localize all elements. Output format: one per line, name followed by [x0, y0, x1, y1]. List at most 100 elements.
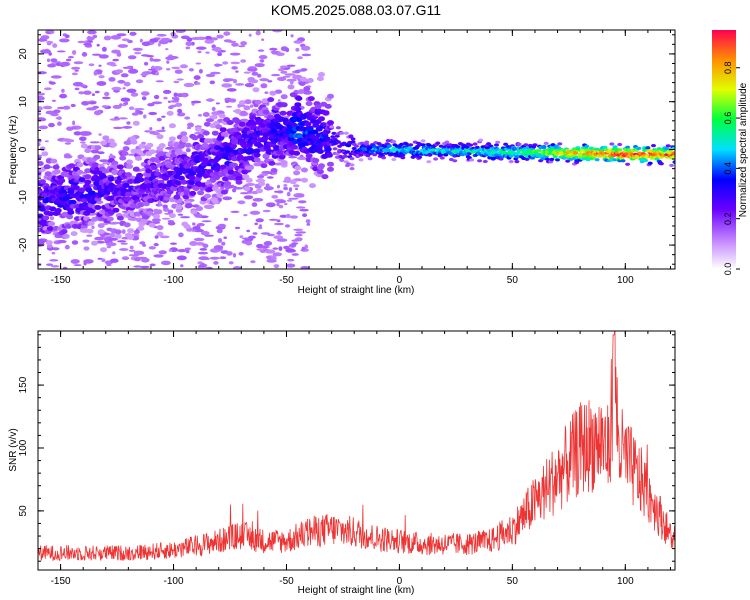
spectrogram-cell: [331, 131, 337, 135]
spectrogram-cell: [443, 153, 449, 157]
spectrogram-cell: [38, 106, 43, 111]
spectrogram-cell: [71, 240, 79, 245]
spectrogram-cell: [229, 98, 237, 103]
spectrogram-cell: [254, 222, 258, 226]
spectrogram-cell: [118, 117, 128, 120]
spectrogram-cell: [142, 243, 147, 247]
spectrogram-cell: [139, 38, 143, 43]
spectrogram-cell: [62, 233, 70, 239]
spectrogram-cell: [324, 103, 332, 109]
spectrogram-cell: [189, 241, 198, 246]
colorbar-tick-label: 0.2: [723, 212, 733, 225]
spectrogram-cell: [327, 120, 334, 126]
spectrogram-cell: [59, 93, 68, 99]
spectrogram-cell: [243, 195, 254, 200]
spectrogram-cell: [420, 143, 426, 147]
spectrogram-cell: [55, 62, 61, 67]
spectrogram-cell: [84, 179, 92, 185]
spectrogram-cell: [119, 155, 127, 161]
spectrogram-cell: [178, 232, 184, 238]
spectrogram-cell: [160, 37, 171, 42]
spectrogram-cell: [275, 199, 287, 204]
spectrogram-cell: [46, 211, 54, 217]
spectrogram-cell: [144, 61, 149, 66]
spectrogram-cell: [129, 245, 134, 250]
spectrogram-cell: [156, 225, 164, 231]
spectrogram-cell: [250, 260, 256, 264]
spectrogram-cell: [76, 169, 84, 175]
spectrogram-cell: [83, 246, 90, 251]
spectrogram-cell: [268, 160, 276, 166]
spectrogram-cell: [267, 114, 275, 120]
spectrogram-cell: [38, 38, 48, 42]
spectrogram-cell: [285, 263, 296, 268]
spectrogram-cell: [665, 144, 671, 148]
spectrogram-cell: [575, 147, 581, 151]
spectrogram-cell: [288, 156, 298, 159]
spectrogram-cell: [332, 147, 338, 151]
spectrogram-cell: [263, 186, 274, 191]
spectrogram-cell: [51, 247, 60, 251]
spectrogram-cell: [73, 61, 84, 65]
spectrogram-cell: [116, 240, 127, 243]
spectrogram-cell: [74, 87, 80, 91]
spectrogram-cell: [61, 88, 65, 93]
spectrogram-cell: [48, 122, 55, 128]
spectrogram-cell: [168, 249, 173, 252]
spectrogram-cell: [241, 237, 251, 240]
spectrogram-cell: [158, 202, 162, 207]
spectrogram-cell: [259, 245, 271, 249]
spectrogram-cell: [50, 158, 58, 164]
spectrogram-cell: [547, 152, 553, 156]
spectrogram-cell: [102, 162, 111, 165]
spectrogram-cell: [86, 107, 97, 111]
spectrogram-cell: [93, 180, 101, 186]
spectrogram-cell: [89, 141, 101, 144]
spectrogram-cell: [100, 140, 107, 146]
spectrogram-cell: [274, 190, 278, 193]
spectrogram-cell: [594, 158, 600, 162]
spectrogram-cell: [66, 214, 74, 220]
spectrogram-cell: [41, 192, 49, 198]
spectrogram-cell: [122, 87, 126, 90]
spectrogram-cell: [149, 127, 153, 131]
spectrogram-cell: [149, 263, 156, 267]
spectrogram-cell: [159, 235, 170, 239]
spectrogram-cell: [196, 223, 205, 227]
spectrogram-cell: [219, 127, 227, 133]
spectrogram-cell: [276, 202, 280, 207]
spectrogram-cell: [235, 175, 243, 181]
spectrogram-cell: [106, 216, 114, 222]
spectrogram-cell: [204, 234, 215, 237]
spectrogram-cell: [185, 46, 191, 50]
spectrogram-cell: [193, 75, 201, 80]
spectrogram-cell: [298, 89, 305, 95]
snr-panel: -150 -100 -50 0 50 100 50 100 150 Height of str…: [8, 330, 676, 596]
spectrogram-cell: [147, 103, 155, 107]
spectrogram-cell: [39, 146, 46, 152]
spectrogram-cell: [249, 114, 257, 120]
spectrogram-cell: [295, 206, 306, 209]
x-tick-label: 50: [507, 275, 519, 286]
spectrogram-cell: [284, 176, 292, 182]
spectrogram-cell: [439, 156, 445, 160]
spectrogram-cell: [271, 50, 278, 55]
spectrogram-cell: [295, 96, 303, 101]
spectrogram-cell: [523, 143, 529, 147]
spectrogram-cell: [261, 170, 272, 175]
spectrogram-cell: [305, 153, 313, 159]
spectrogram-cell: [532, 143, 538, 147]
spectrogram-cell: [400, 156, 406, 160]
spectrogram-cell: [323, 136, 331, 142]
spectrogram-cell: [203, 204, 215, 210]
spectrogram-cell: [223, 31, 231, 36]
spectrogram-cell: [150, 165, 158, 170]
spectrogram-cell: [153, 243, 159, 247]
spectrogram-cell: [291, 253, 299, 256]
spectrogram-cell: [276, 190, 284, 194]
spectrogram-cell: [236, 154, 244, 160]
spectrogram-cell: [482, 159, 488, 164]
spectrogram-cell: [168, 105, 174, 110]
spectrogram-cell: [238, 100, 246, 106]
spectrogram-cell: [122, 183, 130, 188]
